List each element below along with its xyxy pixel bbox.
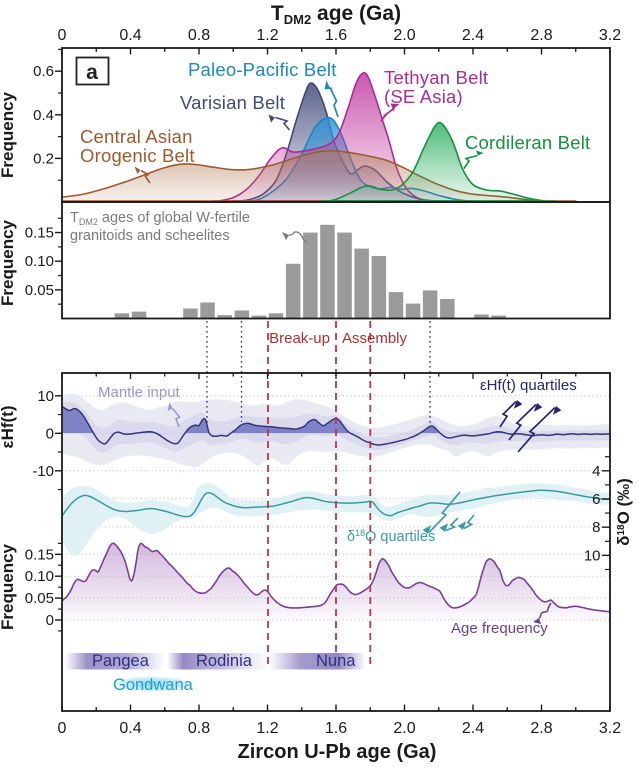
svg-text:8: 8 [592,519,600,536]
svg-text:-10: -10 [32,463,54,480]
svg-text:0.15: 0.15 [25,546,54,563]
svg-text:2.4: 2.4 [462,27,484,44]
svg-text:εHf(t): εHf(t) [0,406,17,449]
svg-text:Paleo-Pacific Belt: Paleo-Pacific Belt [188,59,337,80]
svg-text:0.4: 0.4 [33,107,54,124]
svg-text:Frequency: Frequency [0,543,17,630]
svg-text:Mantle input: Mantle input [98,384,181,401]
svg-text:Break-up: Break-up [269,330,330,347]
svg-text:4: 4 [592,463,600,480]
svg-text:0: 0 [58,27,67,44]
svg-text:0.8: 0.8 [188,720,210,737]
svg-text:0.6: 0.6 [33,63,54,80]
svg-text:granitoids and scheelites: granitoids and scheelites [70,228,230,244]
svg-text:Central Asian: Central Asian [80,126,193,147]
svg-text:Frequency: Frequency [0,219,17,306]
svg-text:0.2: 0.2 [33,150,54,167]
svg-text:2.0: 2.0 [393,720,415,737]
svg-text:Rodinia: Rodinia [196,652,253,670]
svg-text:2.8: 2.8 [530,720,552,737]
svg-text:Varisian Belt: Varisian Belt [180,92,285,113]
svg-text:a: a [86,61,98,84]
svg-text:0.4: 0.4 [119,720,141,737]
svg-text:0: 0 [46,612,54,629]
svg-text:2.8: 2.8 [530,27,552,44]
svg-text:0.05: 0.05 [25,282,54,299]
svg-text:Age frequency: Age frequency [451,620,548,637]
svg-text:Frequency: Frequency [0,91,17,178]
svg-text:0.8: 0.8 [188,27,210,44]
svg-text:0: 0 [58,720,67,737]
svg-text:2.4: 2.4 [462,720,484,737]
svg-text:10: 10 [584,547,601,564]
svg-text:Nuna: Nuna [316,652,356,670]
svg-text:0.15: 0.15 [25,225,54,242]
svg-text:Zircon U-Pb age (Ga): Zircon U-Pb age (Ga) [238,741,437,763]
svg-text:1.2: 1.2 [256,27,278,44]
svg-text:Assembly: Assembly [342,330,408,347]
svg-text:Pangea: Pangea [92,652,150,670]
svg-text:2.0: 2.0 [393,27,415,44]
svg-text:1.6: 1.6 [325,720,347,737]
svg-text:Gondwana: Gondwana [113,676,194,694]
svg-text:δ18O (‰): δ18O (‰) [614,478,633,546]
svg-text:(SE Asia): (SE Asia) [384,86,463,107]
svg-text:δ18O quartiles: δ18O quartiles [347,528,435,545]
svg-text:1.6: 1.6 [325,27,347,44]
svg-text:6: 6 [592,491,600,508]
svg-text:TDM2 ages of global W-fertile: TDM2 ages of global W-fertile [70,210,250,227]
svg-text:Tethyan Belt: Tethyan Belt [384,67,488,88]
svg-text:1.2: 1.2 [256,720,278,737]
svg-text:10: 10 [37,388,54,405]
svg-text:0.10: 0.10 [25,253,54,270]
svg-text:εHf(t) quartiles: εHf(t) quartiles [480,377,577,394]
svg-text:0.05: 0.05 [25,590,54,607]
svg-text:0: 0 [46,425,54,442]
svg-text:Orogenic Belt: Orogenic Belt [80,145,195,166]
svg-text:0.4: 0.4 [119,27,141,44]
svg-text:3.2: 3.2 [599,720,621,737]
svg-text:3.2: 3.2 [599,27,621,44]
svg-text:0.10: 0.10 [25,568,54,585]
svg-text:Cordileran Belt: Cordileran Belt [465,132,590,153]
